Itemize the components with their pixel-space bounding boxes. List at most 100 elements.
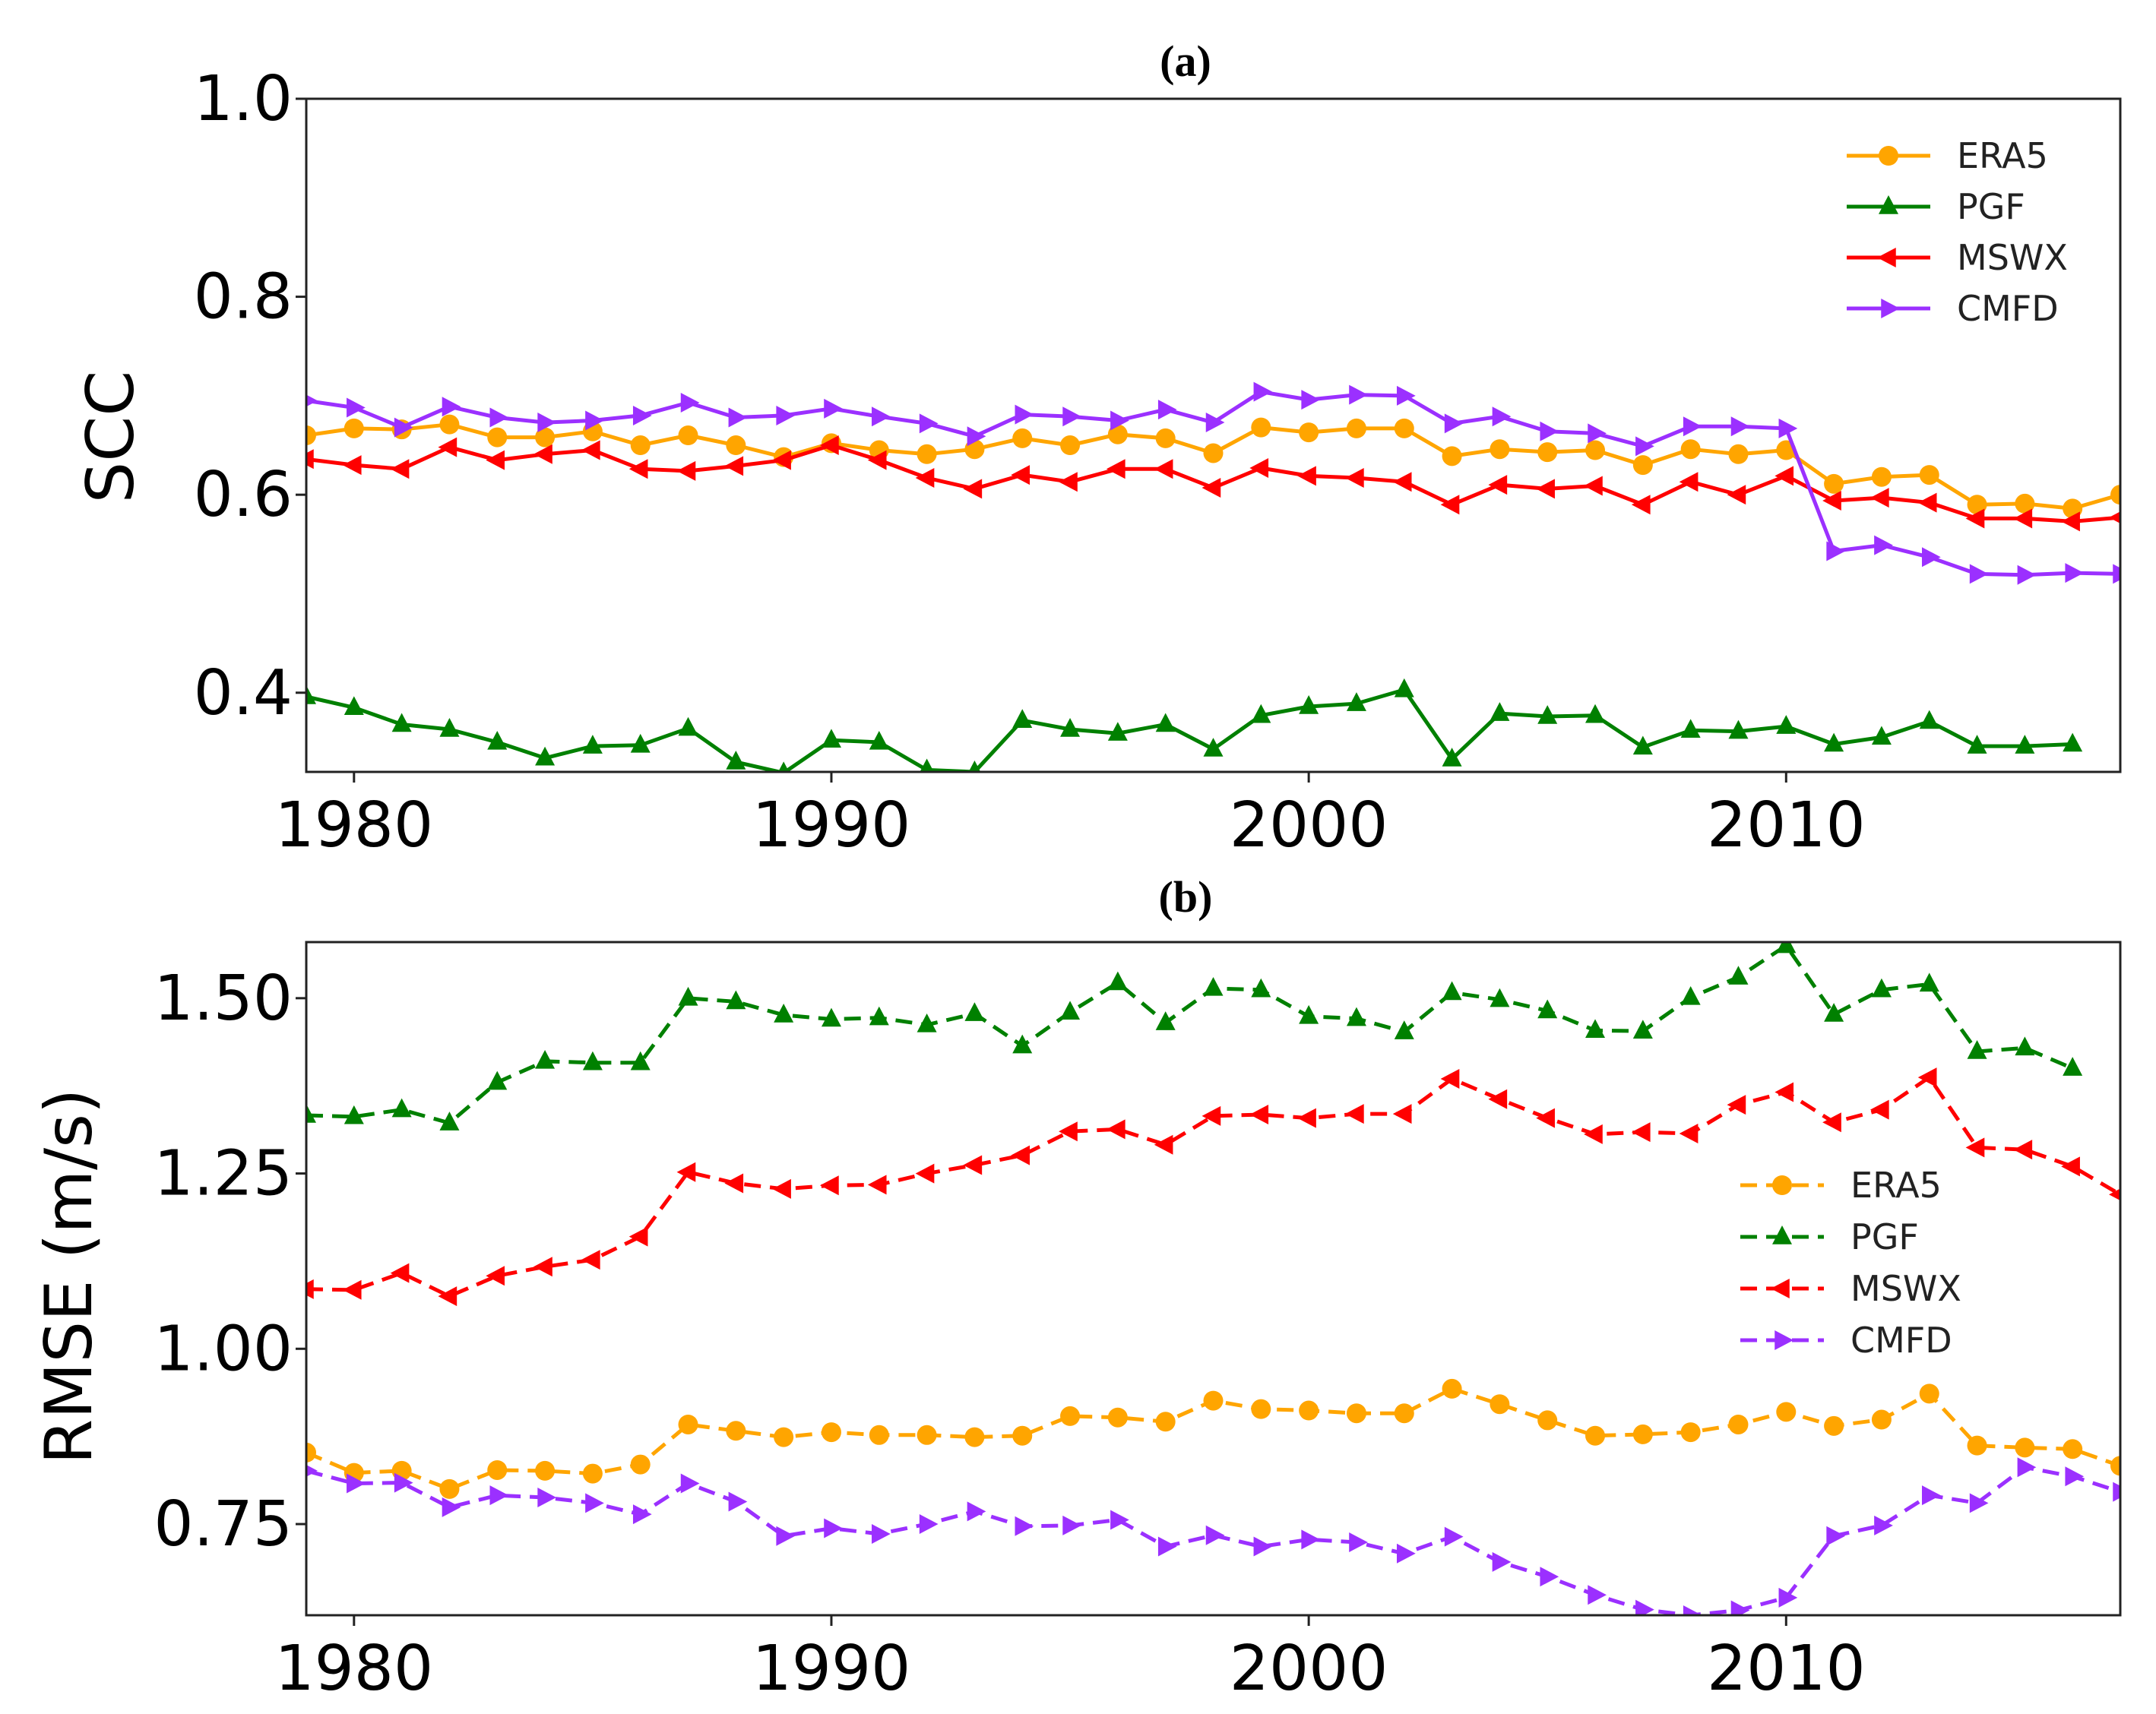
panel-a-point-cmfd bbox=[1110, 410, 1129, 431]
panel-b-point-mswx bbox=[1584, 1124, 1603, 1144]
panel-b-plot-area bbox=[306, 942, 2120, 1615]
panel-a-point-mswx bbox=[1440, 495, 1460, 515]
panel-a-point-era5 bbox=[1967, 495, 1987, 515]
panel-b-point-cmfd bbox=[2113, 1482, 2120, 1502]
panel-a-point-pgf bbox=[678, 716, 698, 736]
panel-b-point-mswx bbox=[772, 1178, 791, 1199]
panel-a-point-era5 bbox=[1824, 473, 1844, 494]
panel-b-point-era5 bbox=[2015, 1437, 2035, 1458]
panel-a-point-era5 bbox=[1919, 465, 1939, 485]
panel-b-point-pgf bbox=[1585, 1019, 1606, 1039]
panel-b-title: (b) bbox=[1159, 872, 1213, 922]
panel-a-legend-label-cmfd: CMFD bbox=[1957, 288, 2059, 329]
panel-a-y-tick-label: 0.8 bbox=[194, 261, 293, 334]
panel-a-point-cmfd bbox=[306, 394, 318, 407]
panel-a-point-mswx bbox=[390, 459, 410, 479]
panel-a-point-cmfd bbox=[1969, 564, 1989, 584]
panel-b-point-mswx bbox=[1631, 1122, 1651, 1143]
panel-b-point-era5 bbox=[1680, 1422, 1701, 1443]
panel-a-point-mswx bbox=[1488, 475, 1508, 495]
panel-b-point-cmfd bbox=[489, 1485, 509, 1506]
panel-a-x-tick-label: 1990 bbox=[752, 789, 911, 862]
panel-a-point-pgf bbox=[1442, 748, 1462, 767]
panel-a-legend-marker-era5 bbox=[1879, 146, 1898, 166]
panel-b-point-mswx bbox=[1679, 1123, 1699, 1143]
panel-b-point-mswx bbox=[867, 1175, 887, 1195]
panel-b-point-era5 bbox=[1967, 1435, 1987, 1456]
panel-b-point-pgf bbox=[487, 1070, 508, 1090]
panel-b-point-mswx bbox=[1106, 1119, 1125, 1140]
panel-a-point-mswx bbox=[486, 450, 505, 470]
panel-b-point-pgf bbox=[1871, 978, 1892, 998]
panel-b-point-cmfd bbox=[1730, 1600, 1750, 1615]
panel-b-point-era5 bbox=[678, 1414, 698, 1434]
panel-a-point-pgf bbox=[1728, 719, 1749, 739]
panel-a-line-pgf bbox=[306, 688, 2073, 772]
panel-a-point-pgf bbox=[535, 746, 556, 766]
panel-a-point-era5 bbox=[1012, 428, 1033, 448]
panel-a-point-cmfd bbox=[1349, 384, 1368, 405]
panel-a-point-mswx bbox=[306, 449, 314, 470]
panel-b-point-era5 bbox=[487, 1459, 508, 1480]
panel-a-point-pgf bbox=[391, 713, 412, 732]
panel-b-point-pgf bbox=[1060, 1001, 1081, 1020]
panel-b-legend-label-pgf: PGF bbox=[1850, 1216, 1919, 1257]
panel-b-axes-frame bbox=[305, 941, 2122, 1617]
panel-a-point-cmfd bbox=[1635, 436, 1654, 457]
panel-a-point-mswx bbox=[2109, 511, 2120, 524]
panel-b-series-era5 bbox=[306, 1378, 2120, 1499]
panel-b-point-mswx bbox=[915, 1163, 935, 1184]
panel-b-point-pgf bbox=[2063, 1057, 2083, 1076]
panel-a-point-mswx bbox=[1106, 459, 1125, 479]
panel-b-point-era5 bbox=[535, 1460, 556, 1481]
panel-a-point-mswx bbox=[1201, 478, 1221, 498]
panel-a-point-mswx bbox=[1679, 472, 1699, 492]
panel-b-point-cmfd bbox=[1492, 1551, 1512, 1572]
panel-b-series-pgf bbox=[306, 942, 2083, 1131]
panel-a-point-era5 bbox=[439, 414, 460, 435]
panel-a-legend: ERA5 PGF MSWX CMFD bbox=[1847, 135, 2068, 329]
panel-a-point-cmfd bbox=[1826, 541, 1846, 561]
panel-b-point-pgf bbox=[964, 1002, 985, 1021]
panel-a-point-mswx bbox=[581, 440, 600, 460]
panel-b-x-tick-label: 2010 bbox=[1707, 1633, 1866, 1705]
panel-a-point-pgf bbox=[1871, 726, 1892, 745]
panel-a-point-pgf bbox=[1060, 718, 1081, 737]
panel-a-point-mswx bbox=[2061, 511, 2080, 532]
panel-a-point-cmfd bbox=[919, 413, 939, 434]
panel-b-point-cmfd bbox=[680, 1473, 700, 1494]
panel-b-point-pgf bbox=[1107, 971, 1128, 991]
panel-b-point-cmfd bbox=[394, 1472, 413, 1493]
panel-a-x-tick-label: 2000 bbox=[1230, 789, 1388, 862]
panel-a-point-cmfd bbox=[537, 413, 557, 433]
panel-b-point-era5 bbox=[1394, 1403, 1414, 1424]
panel-a-point-mswx bbox=[1059, 472, 1078, 492]
panel-b-point-pgf bbox=[1919, 972, 1939, 992]
panel-b-point-pgf bbox=[1155, 1011, 1176, 1030]
panel-a-point-mswx bbox=[867, 450, 887, 470]
panel-b-point-pgf bbox=[391, 1098, 412, 1118]
panel-a-point-mswx bbox=[676, 460, 696, 481]
panel-b-point-mswx bbox=[533, 1257, 552, 1277]
panel-a-point-era5 bbox=[1155, 428, 1176, 448]
panel-a-point-cmfd bbox=[728, 407, 748, 428]
panel-a-point-era5 bbox=[1203, 443, 1224, 463]
panel-b-point-mswx bbox=[390, 1263, 410, 1283]
panel-a-point-cmfd bbox=[394, 417, 413, 438]
panel-b-point-cmfd bbox=[1683, 1605, 1702, 1615]
panel-b-point-era5 bbox=[1346, 1403, 1366, 1424]
panel-a-point-pgf bbox=[1537, 705, 1558, 724]
panel-b-point-era5 bbox=[1060, 1406, 1081, 1426]
panel-b-point-era5 bbox=[1203, 1390, 1224, 1411]
panel-b-point-pgf bbox=[1776, 942, 1797, 953]
panel-a-legend-marker-mswx bbox=[1877, 248, 1896, 267]
panel-a-point-pgf bbox=[920, 758, 934, 772]
panel-b-point-era5 bbox=[1012, 1425, 1033, 1446]
panel-a-point-mswx bbox=[1536, 479, 1555, 499]
panel-b-point-pgf bbox=[1824, 1003, 1844, 1022]
panel-b-point-era5 bbox=[1632, 1424, 1653, 1444]
panel-a-point-era5 bbox=[2110, 485, 2120, 505]
panel-b-point-mswx bbox=[724, 1173, 744, 1194]
panel-a-point-pgf bbox=[439, 718, 460, 737]
panel-a-point-mswx bbox=[1249, 457, 1269, 478]
